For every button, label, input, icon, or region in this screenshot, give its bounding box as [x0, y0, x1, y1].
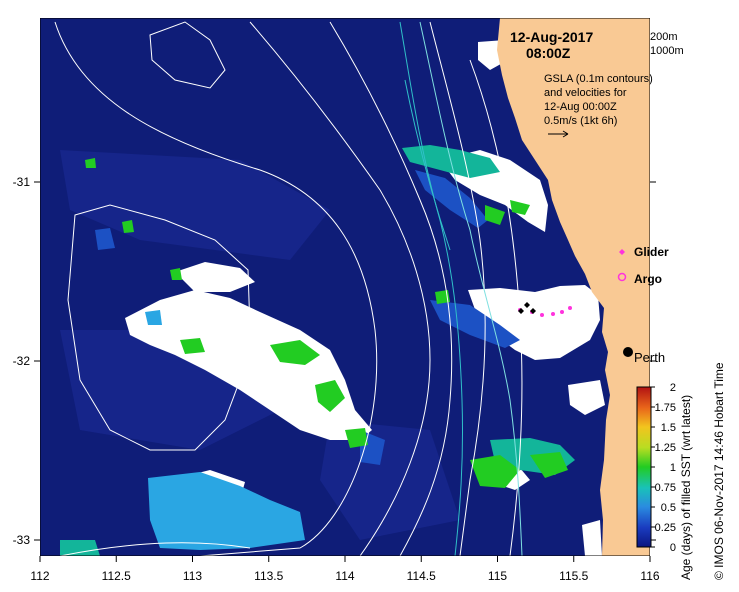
colorbar — [636, 386, 652, 548]
glider-point — [540, 313, 544, 317]
argo-legend-label: Argo — [634, 272, 662, 286]
velocity-scale-label: 0.5m/s (1kt 6h) — [544, 115, 617, 127]
colorbar-tick-label: 2 — [670, 382, 676, 394]
x-tick-label: 115.5 — [559, 569, 588, 583]
x-axis: 112 112.5 113 113.5 114 114.5 115 115.5 116 — [30, 556, 660, 583]
glider-legend-icon — [619, 249, 625, 255]
x-tick-label: 112 — [30, 569, 49, 583]
x-tick-label: 113 — [183, 569, 202, 583]
isobath-1000-label: 1000m — [650, 45, 684, 57]
colorbar-tick-label: 1.75 — [655, 402, 676, 414]
colorbar-tick-label: 0 — [670, 542, 676, 554]
glider-markers — [518, 302, 536, 314]
sst-age-1 — [85, 158, 568, 488]
x-tick-label: 112.5 — [102, 569, 131, 583]
map-date: 12-Aug-2017 — [510, 29, 593, 45]
sst-age-0.5 — [145, 310, 305, 550]
gsla-caption-line3: 12-Aug 00:00Z — [544, 101, 617, 113]
perth-marker — [623, 347, 633, 357]
glider-point — [560, 310, 564, 314]
y-tick-label: -31 — [13, 175, 31, 189]
x-tick-label: 114.5 — [407, 569, 436, 583]
y-tick-label: -32 — [13, 354, 31, 368]
colorbar-ticks: 0 0.25 0.5 0.75 1 1.25 1.5 1.75 2 — [651, 382, 676, 554]
map-time: 08:00Z — [526, 45, 571, 61]
sst-age-0.25 — [95, 170, 520, 465]
colorbar-tick-label: 1 — [670, 462, 676, 474]
y-axis: -31 -32 -33 — [13, 175, 656, 547]
land — [497, 18, 650, 556]
argo-legend-icon — [617, 272, 627, 282]
x-tick-label: 114 — [335, 569, 354, 583]
gsla-caption-line2: and velocities for — [544, 87, 627, 99]
y-tick-label: -33 — [13, 533, 31, 547]
gsla-caption-line1: GSLA (0.1m contours) — [544, 73, 653, 85]
x-tick-label: 116 — [640, 569, 659, 583]
colorbar-title: Age (days) of filled SST (wrt latest) — [679, 395, 693, 580]
colorbar-tick-label: 0.5 — [661, 502, 676, 514]
isobaths — [399, 21, 523, 556]
colorbar-tick-label: 0.25 — [655, 522, 676, 534]
colorbar-tick-label: 1.5 — [661, 422, 676, 434]
glider-legend-label: Glider — [634, 245, 669, 259]
colorbar-tick-label: 0.75 — [655, 482, 676, 494]
x-tick-label: 113.5 — [254, 569, 283, 583]
x-tick-label: 115 — [488, 569, 507, 583]
perth-label: Perth — [634, 350, 665, 365]
glider-point — [551, 312, 555, 316]
isobath-200-label: 200m — [650, 31, 678, 43]
velocity-scale-arrow — [548, 130, 569, 138]
glider-point — [568, 306, 572, 310]
credit-text: © IMOS 06-Nov-2017 14:46 Hobart Time — [712, 362, 726, 580]
colorbar-tick-label: 1.25 — [655, 442, 676, 454]
